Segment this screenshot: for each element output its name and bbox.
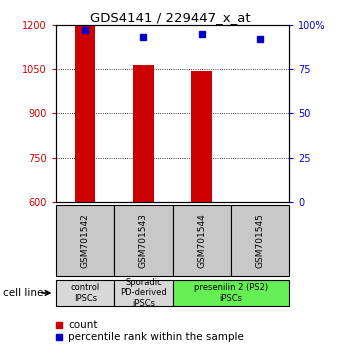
Text: control
IPSCs: control IPSCs: [71, 283, 100, 303]
Bar: [75, 25, 96, 202]
Text: GSM701545: GSM701545: [255, 213, 265, 268]
Text: GSM701544: GSM701544: [197, 213, 206, 268]
Bar: [133, 65, 154, 202]
Text: presenilin 2 (PS2)
iPSCs: presenilin 2 (PS2) iPSCs: [194, 283, 268, 303]
Text: percentile rank within the sample: percentile rank within the sample: [68, 332, 244, 342]
Bar: [191, 70, 212, 202]
Text: GDS4141 / 229447_x_at: GDS4141 / 229447_x_at: [90, 11, 250, 24]
Text: Sporadic
PD-derived
iPSCs: Sporadic PD-derived iPSCs: [120, 278, 167, 308]
Text: GSM701542: GSM701542: [81, 213, 90, 268]
Text: cell line: cell line: [3, 288, 44, 298]
Text: count: count: [68, 320, 98, 330]
Text: GSM701543: GSM701543: [139, 213, 148, 268]
